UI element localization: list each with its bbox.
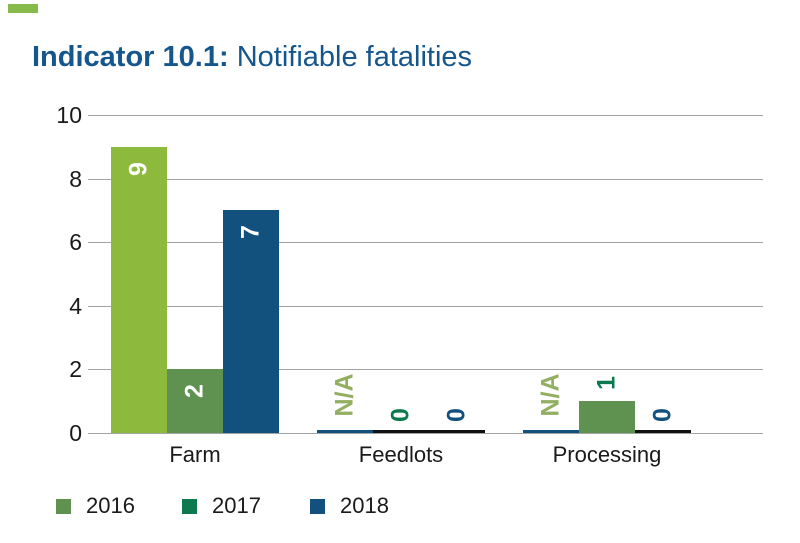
gridline-y10 xyxy=(88,115,763,116)
category-label-farm: Farm xyxy=(169,442,221,467)
y-axis-tick-label: 2 xyxy=(69,356,82,382)
legend-label-2018: 2018 xyxy=(340,493,389,518)
gridline-y0 xyxy=(88,433,763,434)
legend-swatch-2017 xyxy=(182,499,197,514)
gridline-y4 xyxy=(88,306,763,307)
y-axis-tick-label: 6 xyxy=(69,229,82,255)
legend-swatch-2016 xyxy=(56,499,71,514)
legend-label-2016: 2016 xyxy=(86,493,135,518)
baseline-axis-segment xyxy=(429,430,485,433)
y-axis-tick-label: 10 xyxy=(56,102,82,128)
legend-swatch-2018 xyxy=(310,499,325,514)
y-axis-tick-label: 8 xyxy=(69,166,82,192)
gridline-y6 xyxy=(88,242,763,243)
page-title: Indicator 10.1: Notifiable fatalities xyxy=(32,40,472,74)
baseline-axis-segment xyxy=(373,430,429,433)
category-label-processing: Processing xyxy=(552,442,662,467)
baseline-na-segment xyxy=(317,430,373,433)
y-axis-tick-label: 4 xyxy=(69,293,82,319)
gridline-y2 xyxy=(88,369,763,370)
baseline-axis-segment xyxy=(635,430,691,433)
page-title-subject: Notifiable fatalities xyxy=(236,41,473,73)
bar-2017-processing xyxy=(579,401,635,433)
gridline-y8 xyxy=(88,179,763,180)
accent-mark xyxy=(8,4,38,13)
baseline-na-segment xyxy=(523,430,579,433)
legend-label-2017: 2017 xyxy=(212,493,261,518)
bar-2018-farm xyxy=(223,210,279,433)
y-axis-tick-label: 0 xyxy=(69,420,82,446)
category-label-feedlots: Feedlots xyxy=(358,442,444,467)
bar-2016-farm xyxy=(111,147,167,433)
bar-2017-farm xyxy=(167,369,223,433)
page-title-indicator: Indicator 10.1: xyxy=(32,41,229,73)
